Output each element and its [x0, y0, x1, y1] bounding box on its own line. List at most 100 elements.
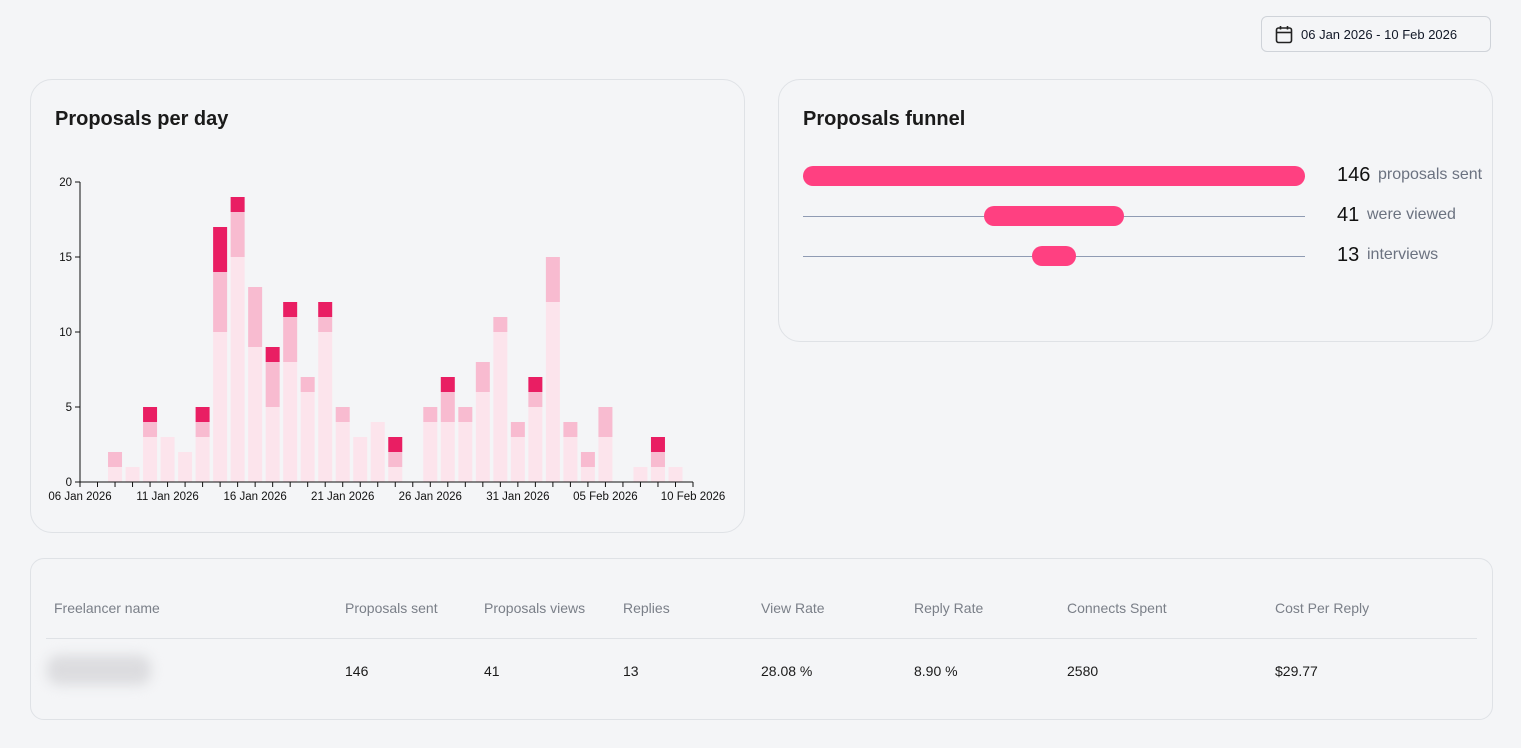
freelancer-name-blurred [47, 655, 151, 685]
chart-bar-segment [440, 422, 455, 482]
cell-proposals-views: 41 [484, 663, 500, 679]
funnel-value-interviews: 13 [1337, 244, 1360, 266]
chart-bar-segment [650, 437, 665, 452]
chart-bar-segment [475, 362, 490, 392]
y-axis-tick-label: 5 [66, 402, 72, 414]
chart-bar-segment [143, 437, 158, 482]
chart-bar-segment [143, 422, 158, 437]
chart-bar-segment [265, 407, 280, 482]
col-header-proposals-sent[interactable]: Proposals sent [345, 600, 438, 616]
chart-bar-segment [353, 437, 368, 482]
chart-bar-segment [213, 332, 228, 482]
chart-bar-segment [195, 437, 210, 482]
chart-bar-segment [248, 347, 263, 482]
col-header-cost-per-reply[interactable]: Cost Per Reply [1275, 600, 1370, 616]
chart-bar-segment [248, 287, 263, 347]
col-header-reply-rate[interactable]: Reply Rate [914, 600, 984, 616]
table-divider [46, 638, 1477, 639]
x-axis-tick-label: 06 Jan 2026 [48, 491, 111, 503]
chart-bar-segment [563, 437, 578, 482]
funnel-row-interviews: 13 interviews [803, 244, 1503, 266]
chart-bar-segment [335, 422, 350, 482]
chart-bar-segment [318, 332, 333, 482]
chart-bar-segment [143, 407, 158, 422]
cell-cost-per-reply: $29.77 [1275, 663, 1318, 679]
chart-bar-segment [598, 437, 613, 482]
chart-bar-segment [160, 437, 175, 482]
chart-bar-segment [388, 437, 403, 452]
chart-bar-segment [458, 422, 473, 482]
chart-bar-segment [563, 422, 578, 437]
x-axis-tick-label: 16 Jan 2026 [223, 491, 286, 503]
chart-bar-segment [195, 422, 210, 437]
chart-bar-segment [423, 422, 438, 482]
y-axis-tick-label: 15 [59, 252, 72, 264]
chart-bar-segment [265, 362, 280, 407]
funnel-value-viewed: 41 [1337, 204, 1360, 226]
cell-proposals-sent: 146 [345, 663, 369, 679]
funnel-row-viewed: 41 were viewed [803, 204, 1503, 226]
chart-bar-segment [108, 467, 123, 482]
proposals-funnel-card: Proposals funnel 146 proposals sent 41 w… [778, 79, 1493, 342]
chart-bar-segment [195, 407, 210, 422]
chart-bar-segment [388, 452, 403, 467]
x-axis-tick-label: 10 Feb 2026 [661, 491, 726, 503]
y-axis-tick-label: 0 [66, 477, 72, 489]
col-header-connects-spent[interactable]: Connects Spent [1067, 600, 1167, 616]
chart-bar-segment [545, 302, 560, 482]
chart-bar-segment [283, 302, 298, 317]
chart-bar-segment [108, 452, 123, 467]
chart-bar-segment [650, 452, 665, 467]
funnel-bar-viewed [983, 206, 1125, 226]
cell-view-rate: 28.08 % [761, 663, 813, 679]
freelancer-stats-table: Freelancer name Proposals sent Proposals… [30, 558, 1493, 720]
col-header-freelancer-name[interactable]: Freelancer name [54, 600, 160, 616]
col-header-proposals-views[interactable]: Proposals views [484, 600, 586, 616]
chart-bar-segment [213, 272, 228, 332]
chart-bar-segment [440, 377, 455, 392]
x-axis-tick-label: 31 Jan 2026 [486, 491, 549, 503]
chart-bar-segment [213, 227, 228, 272]
chart-bar-segment [510, 437, 525, 482]
funnel-label-viewed: were viewed [1367, 206, 1456, 223]
cell-replies: 13 [623, 663, 639, 679]
date-range-label: 06 Jan 2026 - 10 Feb 2026 [1301, 26, 1458, 42]
chart-bar-segment [230, 197, 245, 212]
y-axis-tick-label: 20 [59, 177, 72, 189]
chart-bar-segment [300, 392, 315, 482]
chart-bar-segment [493, 332, 508, 482]
chart-bar-segment [370, 422, 385, 482]
chart-bar-segment [475, 392, 490, 482]
col-header-replies[interactable]: Replies [623, 600, 670, 616]
cell-connects-spent: 2580 [1067, 663, 1099, 679]
chart-bar-segment [598, 407, 613, 437]
chart-bar-segment [633, 467, 648, 482]
chart-bar-segment [580, 467, 595, 482]
chart-bar-segment [493, 317, 508, 332]
x-axis-tick-label: 21 Jan 2026 [311, 491, 374, 503]
funnel-value-sent: 146 [1337, 164, 1371, 186]
calendar-icon [1275, 25, 1293, 44]
x-axis-tick-label: 11 Jan 2026 [136, 491, 198, 503]
date-range-picker[interactable]: 06 Jan 2026 - 10 Feb 2026 [1261, 16, 1491, 52]
x-axis-tick-label: 26 Jan 2026 [399, 491, 462, 503]
chart-bar-segment [318, 302, 333, 317]
chart-title: Proposals per day [55, 108, 229, 130]
chart-bar-segment [545, 257, 560, 302]
funnel-bar-sent [803, 166, 1305, 186]
y-axis-tick-label: 10 [59, 327, 72, 339]
chart-bar-segment [580, 452, 595, 467]
col-header-view-rate[interactable]: View Rate [761, 600, 825, 616]
chart-bar-segment [300, 377, 315, 392]
chart-bar-segment [510, 422, 525, 437]
x-axis-tick-label: 05 Feb 2026 [573, 491, 638, 503]
funnel-title: Proposals funnel [803, 108, 966, 130]
funnel-label-interviews: interviews [1367, 246, 1439, 263]
chart-bar-segment [283, 317, 298, 362]
chart-bar-segment [125, 467, 140, 482]
chart-bar-segment [528, 377, 543, 392]
proposals-per-day-chart: 0 5 10 15 20 06 Jan 2026 11 Jan 2026 16 Jan 202… [48, 177, 726, 503]
chart-bar-segment [335, 407, 350, 422]
chart-bar-segment [458, 407, 473, 422]
chart-bar-segment [283, 362, 298, 482]
